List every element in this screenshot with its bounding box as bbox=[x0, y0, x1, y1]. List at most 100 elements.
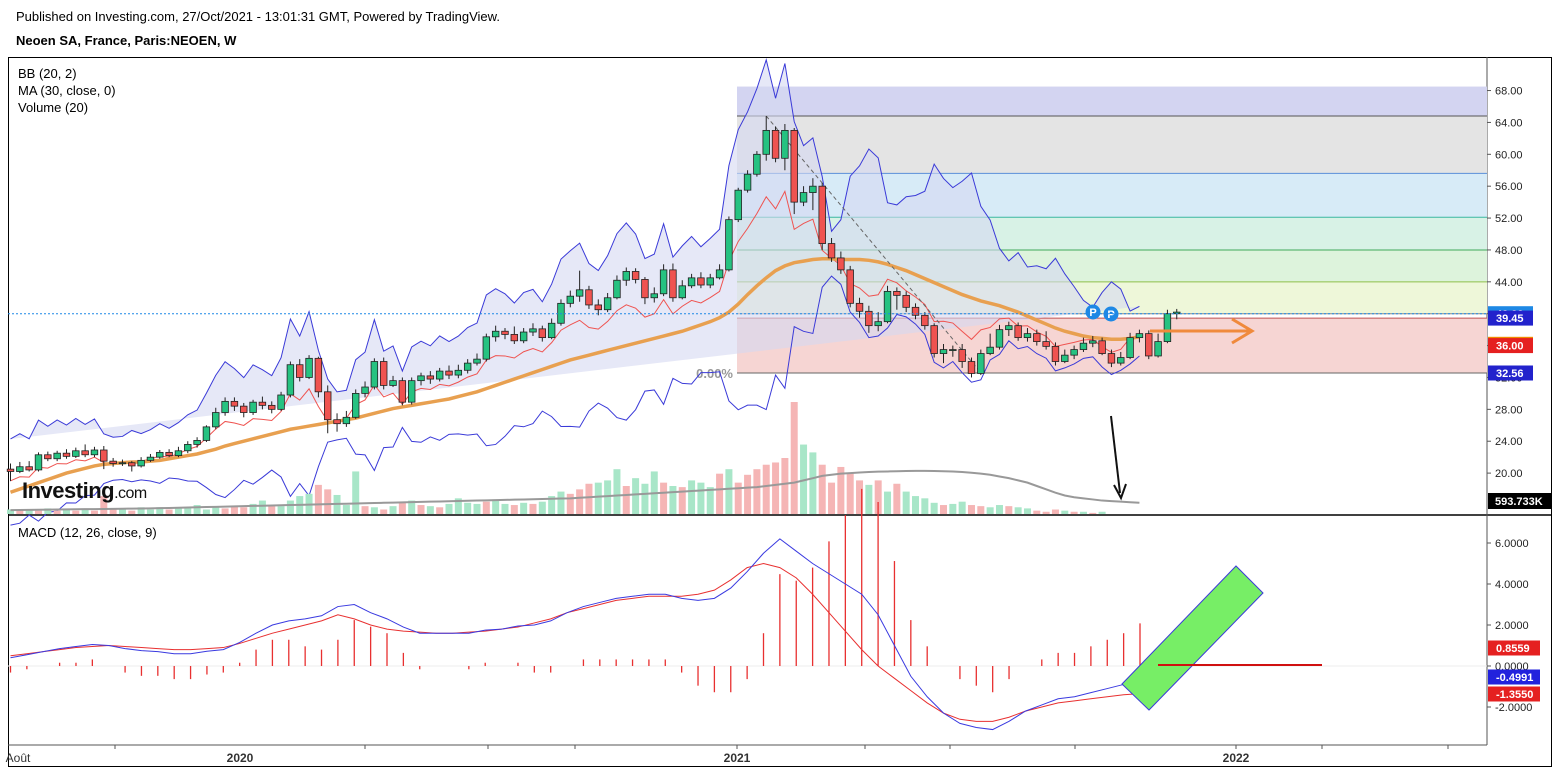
volume-bar bbox=[818, 464, 826, 514]
candle bbox=[25, 461, 33, 472]
candle bbox=[790, 128, 798, 215]
candle-body bbox=[538, 328, 547, 339]
candle bbox=[911, 303, 920, 320]
volume-bar bbox=[912, 496, 920, 514]
annotation-arrow-head bbox=[1113, 483, 1127, 501]
volume-bar bbox=[781, 458, 789, 514]
candle bbox=[855, 297, 864, 318]
candle bbox=[379, 357, 388, 390]
candle bbox=[193, 437, 201, 448]
ma-indicator-label[interactable]: MA (30, close, 0) bbox=[18, 83, 116, 98]
volume-bar bbox=[995, 505, 1003, 514]
candle bbox=[977, 349, 985, 376]
volume-bar bbox=[81, 509, 89, 514]
candle bbox=[949, 345, 957, 357]
candle bbox=[781, 124, 789, 171]
candle bbox=[1061, 349, 1069, 364]
investing-logo: Investing.com bbox=[22, 478, 147, 504]
candle bbox=[230, 397, 239, 411]
candle bbox=[1145, 330, 1153, 360]
candle bbox=[986, 333, 994, 356]
candle-body bbox=[659, 269, 668, 295]
volume-bar bbox=[1098, 511, 1106, 514]
candle bbox=[156, 449, 164, 459]
candle bbox=[519, 328, 528, 344]
candle-body bbox=[967, 361, 976, 374]
volume-bar bbox=[62, 509, 70, 514]
candle-body bbox=[230, 400, 239, 407]
p-marker bbox=[1103, 306, 1119, 322]
candle bbox=[463, 359, 472, 374]
volume-badge bbox=[1488, 493, 1552, 509]
candle bbox=[1033, 329, 1041, 346]
candle-body bbox=[268, 404, 276, 410]
volume-bar bbox=[706, 487, 714, 514]
candle bbox=[389, 375, 397, 388]
candle bbox=[939, 343, 948, 364]
target-arrow-head bbox=[1231, 317, 1255, 345]
volume-bar bbox=[1061, 510, 1069, 514]
volume-bar bbox=[893, 483, 901, 514]
volume-bar bbox=[604, 480, 612, 514]
price-tick-label: 24.00 bbox=[1495, 436, 1523, 448]
volume-bar bbox=[146, 509, 154, 514]
candle-body bbox=[1145, 333, 1153, 357]
fib-zone bbox=[737, 116, 1487, 174]
volume-bar bbox=[772, 462, 780, 514]
candle bbox=[72, 447, 80, 458]
volume-bar bbox=[16, 510, 24, 514]
candle-body bbox=[1014, 325, 1022, 339]
logo-suffix: .com bbox=[114, 485, 147, 502]
price-badge-label: 39.45 bbox=[1496, 313, 1524, 325]
volume-bar bbox=[249, 503, 257, 514]
candle-body bbox=[781, 129, 789, 159]
macd-badge-label: -0.4991 bbox=[1496, 672, 1533, 684]
candle bbox=[930, 323, 938, 358]
candle-body bbox=[184, 444, 192, 452]
candle bbox=[90, 446, 99, 458]
candle bbox=[100, 446, 108, 470]
volume-indicator-label[interactable]: Volume (20) bbox=[18, 100, 89, 115]
candle bbox=[510, 326, 519, 344]
macd-badge-label: -1.3550 bbox=[1496, 689, 1533, 701]
candle-body bbox=[174, 450, 183, 456]
candle bbox=[809, 178, 817, 211]
candle bbox=[324, 385, 332, 434]
candle bbox=[874, 312, 882, 332]
volume-bar bbox=[669, 486, 677, 514]
volume-bar bbox=[137, 507, 145, 514]
volume-bar bbox=[967, 505, 975, 514]
price-tick-label: 64.00 bbox=[1495, 117, 1523, 129]
volume-badge-label: 593.733K bbox=[1495, 496, 1543, 508]
candle-body bbox=[1042, 341, 1050, 347]
volume-bar bbox=[156, 507, 164, 514]
macd-indicator-label[interactable]: MACD (12, 26, close, 9) bbox=[18, 525, 157, 540]
candle bbox=[212, 407, 220, 430]
annotation-arrow-line bbox=[1110, 415, 1121, 494]
volume-bar bbox=[921, 498, 929, 514]
candle-body bbox=[743, 173, 752, 191]
candle-body bbox=[613, 279, 621, 299]
candle-body bbox=[790, 129, 798, 203]
volume-bar bbox=[380, 509, 388, 514]
candle bbox=[361, 381, 369, 398]
candle-body bbox=[407, 380, 416, 403]
candle bbox=[118, 459, 127, 466]
price-badge bbox=[1488, 338, 1533, 354]
candle bbox=[734, 187, 742, 223]
volume-bar bbox=[398, 502, 406, 514]
candle bbox=[538, 325, 547, 342]
price-badge bbox=[1488, 365, 1533, 381]
volume-bar bbox=[529, 503, 537, 514]
candle bbox=[902, 291, 910, 313]
candle bbox=[883, 285, 892, 324]
candle-body bbox=[762, 129, 770, 155]
candle-body bbox=[827, 243, 836, 259]
candle-body bbox=[258, 401, 267, 406]
volume-bar bbox=[90, 510, 98, 514]
bb-indicator-label[interactable]: BB (20, 2) bbox=[18, 66, 77, 81]
candle-body bbox=[706, 277, 714, 286]
p-marker-label: P bbox=[1107, 309, 1114, 321]
candle bbox=[202, 425, 211, 443]
